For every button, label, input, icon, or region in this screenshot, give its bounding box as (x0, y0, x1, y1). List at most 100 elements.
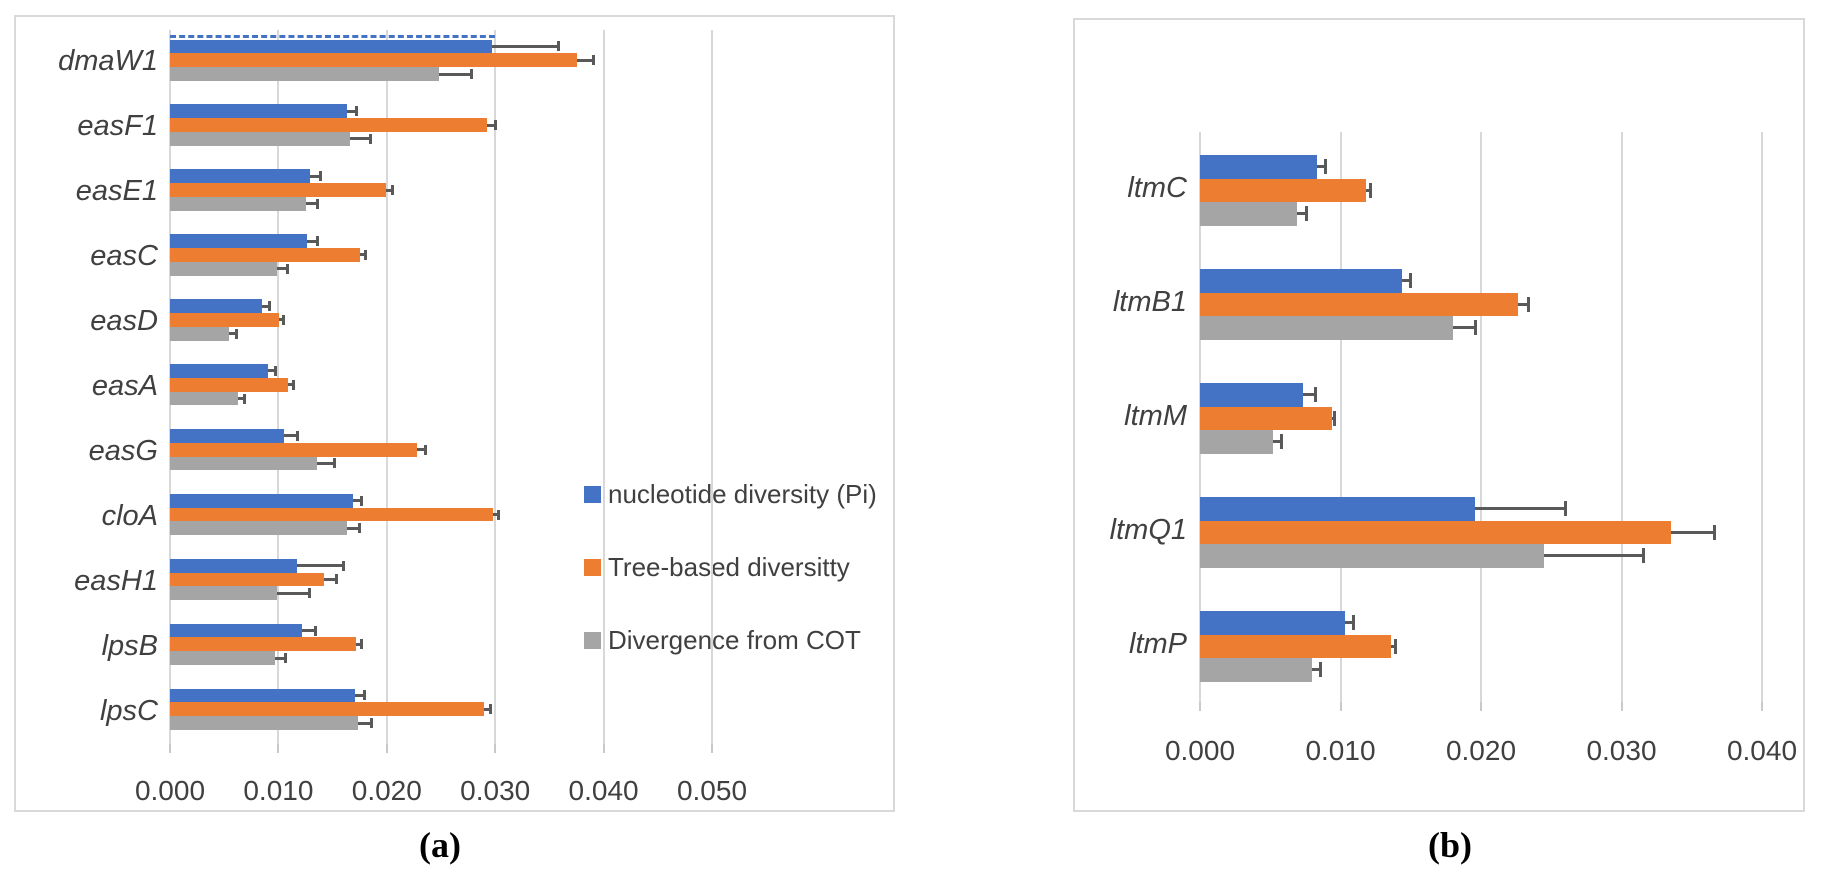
error-bar (346, 109, 357, 113)
x-axis-tick-label: 0.000 (134, 775, 206, 806)
error-bar-cap (296, 430, 300, 441)
bar-easC-series0 (170, 234, 307, 249)
bar-easF1-series0 (170, 104, 347, 119)
x-axis-tick-label: 0.040 (568, 775, 639, 806)
error-bar-cap (1351, 615, 1355, 631)
axis-tick (385, 744, 388, 753)
error-bar-cap (363, 249, 367, 260)
bar-ltmB1-series2 (1200, 316, 1453, 340)
axis-tick (711, 744, 713, 753)
bar-ltmB1-series1 (1200, 292, 1518, 316)
error-bar-cap (1563, 501, 1567, 517)
gray-square-icon (584, 631, 601, 649)
bar-easG-series2 (170, 456, 318, 471)
bar-easA-series0 (170, 364, 268, 378)
bar-cloA-series0 (170, 493, 354, 508)
error-bar-cap (319, 171, 323, 182)
error-bar (491, 44, 559, 48)
error-bar-cap (1473, 320, 1477, 336)
bar-ltmC-series0 (1200, 155, 1317, 179)
bar-easD-series2 (170, 326, 229, 341)
error-bar-cap (1305, 206, 1309, 222)
x-axis-tick-label: 0.010 (243, 775, 314, 806)
bar-ltmM-series0 (1200, 383, 1303, 407)
bar-lpsB-series0 (170, 623, 303, 638)
category-label: easH1 (74, 564, 158, 597)
blue-square-icon (584, 485, 601, 503)
error-bar-cap (285, 263, 289, 274)
category-label: easA (91, 370, 158, 402)
x-axis-tick-label: 0.040 (1726, 735, 1798, 766)
bar-dmaW1-series0 (170, 39, 492, 54)
error-bar (1544, 554, 1644, 558)
bar-easF1-series2 (170, 132, 350, 146)
error-bar (349, 137, 371, 141)
error-bar-cap (360, 639, 364, 650)
error-bar (277, 267, 288, 271)
error-bar-cap (1319, 662, 1323, 678)
gridline (602, 30, 605, 744)
error-bar-cap (370, 718, 374, 729)
axis-tick (1339, 702, 1342, 711)
error-bar (1365, 188, 1370, 192)
gridline (494, 30, 497, 744)
error-bar-cap (284, 653, 288, 664)
gridline (1480, 132, 1482, 702)
chart-panel-b: 0.000 0.010 0.020 0.030 0.040 ltmC ltmB1 ltmM lt… (1073, 18, 1805, 812)
error-bar (1391, 644, 1396, 648)
category-label: ltmC (1127, 172, 1187, 204)
bar-ltmQ1-series1 (1200, 520, 1671, 544)
bar-ltmP-series1 (1200, 634, 1392, 658)
error-bar-cap (282, 314, 286, 325)
bar-dmaW1-series2 (170, 67, 439, 81)
error-bar-cap (493, 120, 497, 131)
error-bar-cap (469, 69, 473, 79)
error-bar (385, 188, 393, 192)
error-bar (309, 174, 321, 178)
error-bar (277, 591, 310, 595)
bar-easE1-series1 (170, 183, 386, 197)
bar-dmaW1-series1 (170, 53, 577, 68)
error-bar (576, 58, 594, 62)
error-bar-cap (1642, 548, 1646, 564)
error-bar-cap (292, 379, 296, 390)
error-bar (305, 202, 318, 206)
error-bar (1670, 530, 1715, 534)
error-bar-cap (424, 444, 428, 455)
error-bar-cap (362, 690, 366, 701)
bar-ltmQ1-series0 (1200, 497, 1476, 521)
error-bar (267, 369, 276, 373)
bar-lpsB-series1 (170, 637, 357, 652)
gridline (1620, 132, 1623, 702)
category-label: cloA (101, 499, 158, 532)
error-bar (486, 123, 496, 127)
legend-label: Divergence from COT (608, 625, 861, 655)
category-label: ltmP (1129, 628, 1187, 660)
error-bar-cap (234, 328, 238, 339)
category-label: easE1 (75, 175, 158, 208)
legend-item: Divergence from COT (584, 627, 877, 653)
bar-easA-series1 (170, 377, 289, 392)
error-bar (1517, 302, 1529, 306)
error-bar (1475, 507, 1566, 511)
error-bar-cap (592, 55, 596, 66)
x-axis-tick-label: 0.000 (1164, 735, 1236, 766)
error-bar-cap (333, 458, 337, 469)
error-bar-cap (341, 560, 345, 571)
axis-tick (1480, 702, 1482, 711)
error-bar (228, 332, 237, 336)
error-bar (417, 448, 426, 452)
x-axis-tick-label: 0.030 (460, 775, 531, 806)
bar-ltmP-series0 (1200, 611, 1345, 635)
bar-cloA-series1 (170, 507, 494, 522)
error-bar (283, 434, 298, 438)
x-axis-tick-label: 0.020 (1445, 735, 1517, 766)
error-bar (279, 318, 284, 322)
error-bar-cap (390, 185, 394, 196)
category-label: ltmB1 (1112, 286, 1187, 318)
x-axis-tick-label: 0.050 (676, 775, 748, 806)
error-bar (323, 577, 337, 581)
bar-ltmC-series2 (1200, 202, 1297, 226)
error-bar-cap (360, 495, 364, 506)
panel-a-caption: (a) (419, 825, 461, 865)
